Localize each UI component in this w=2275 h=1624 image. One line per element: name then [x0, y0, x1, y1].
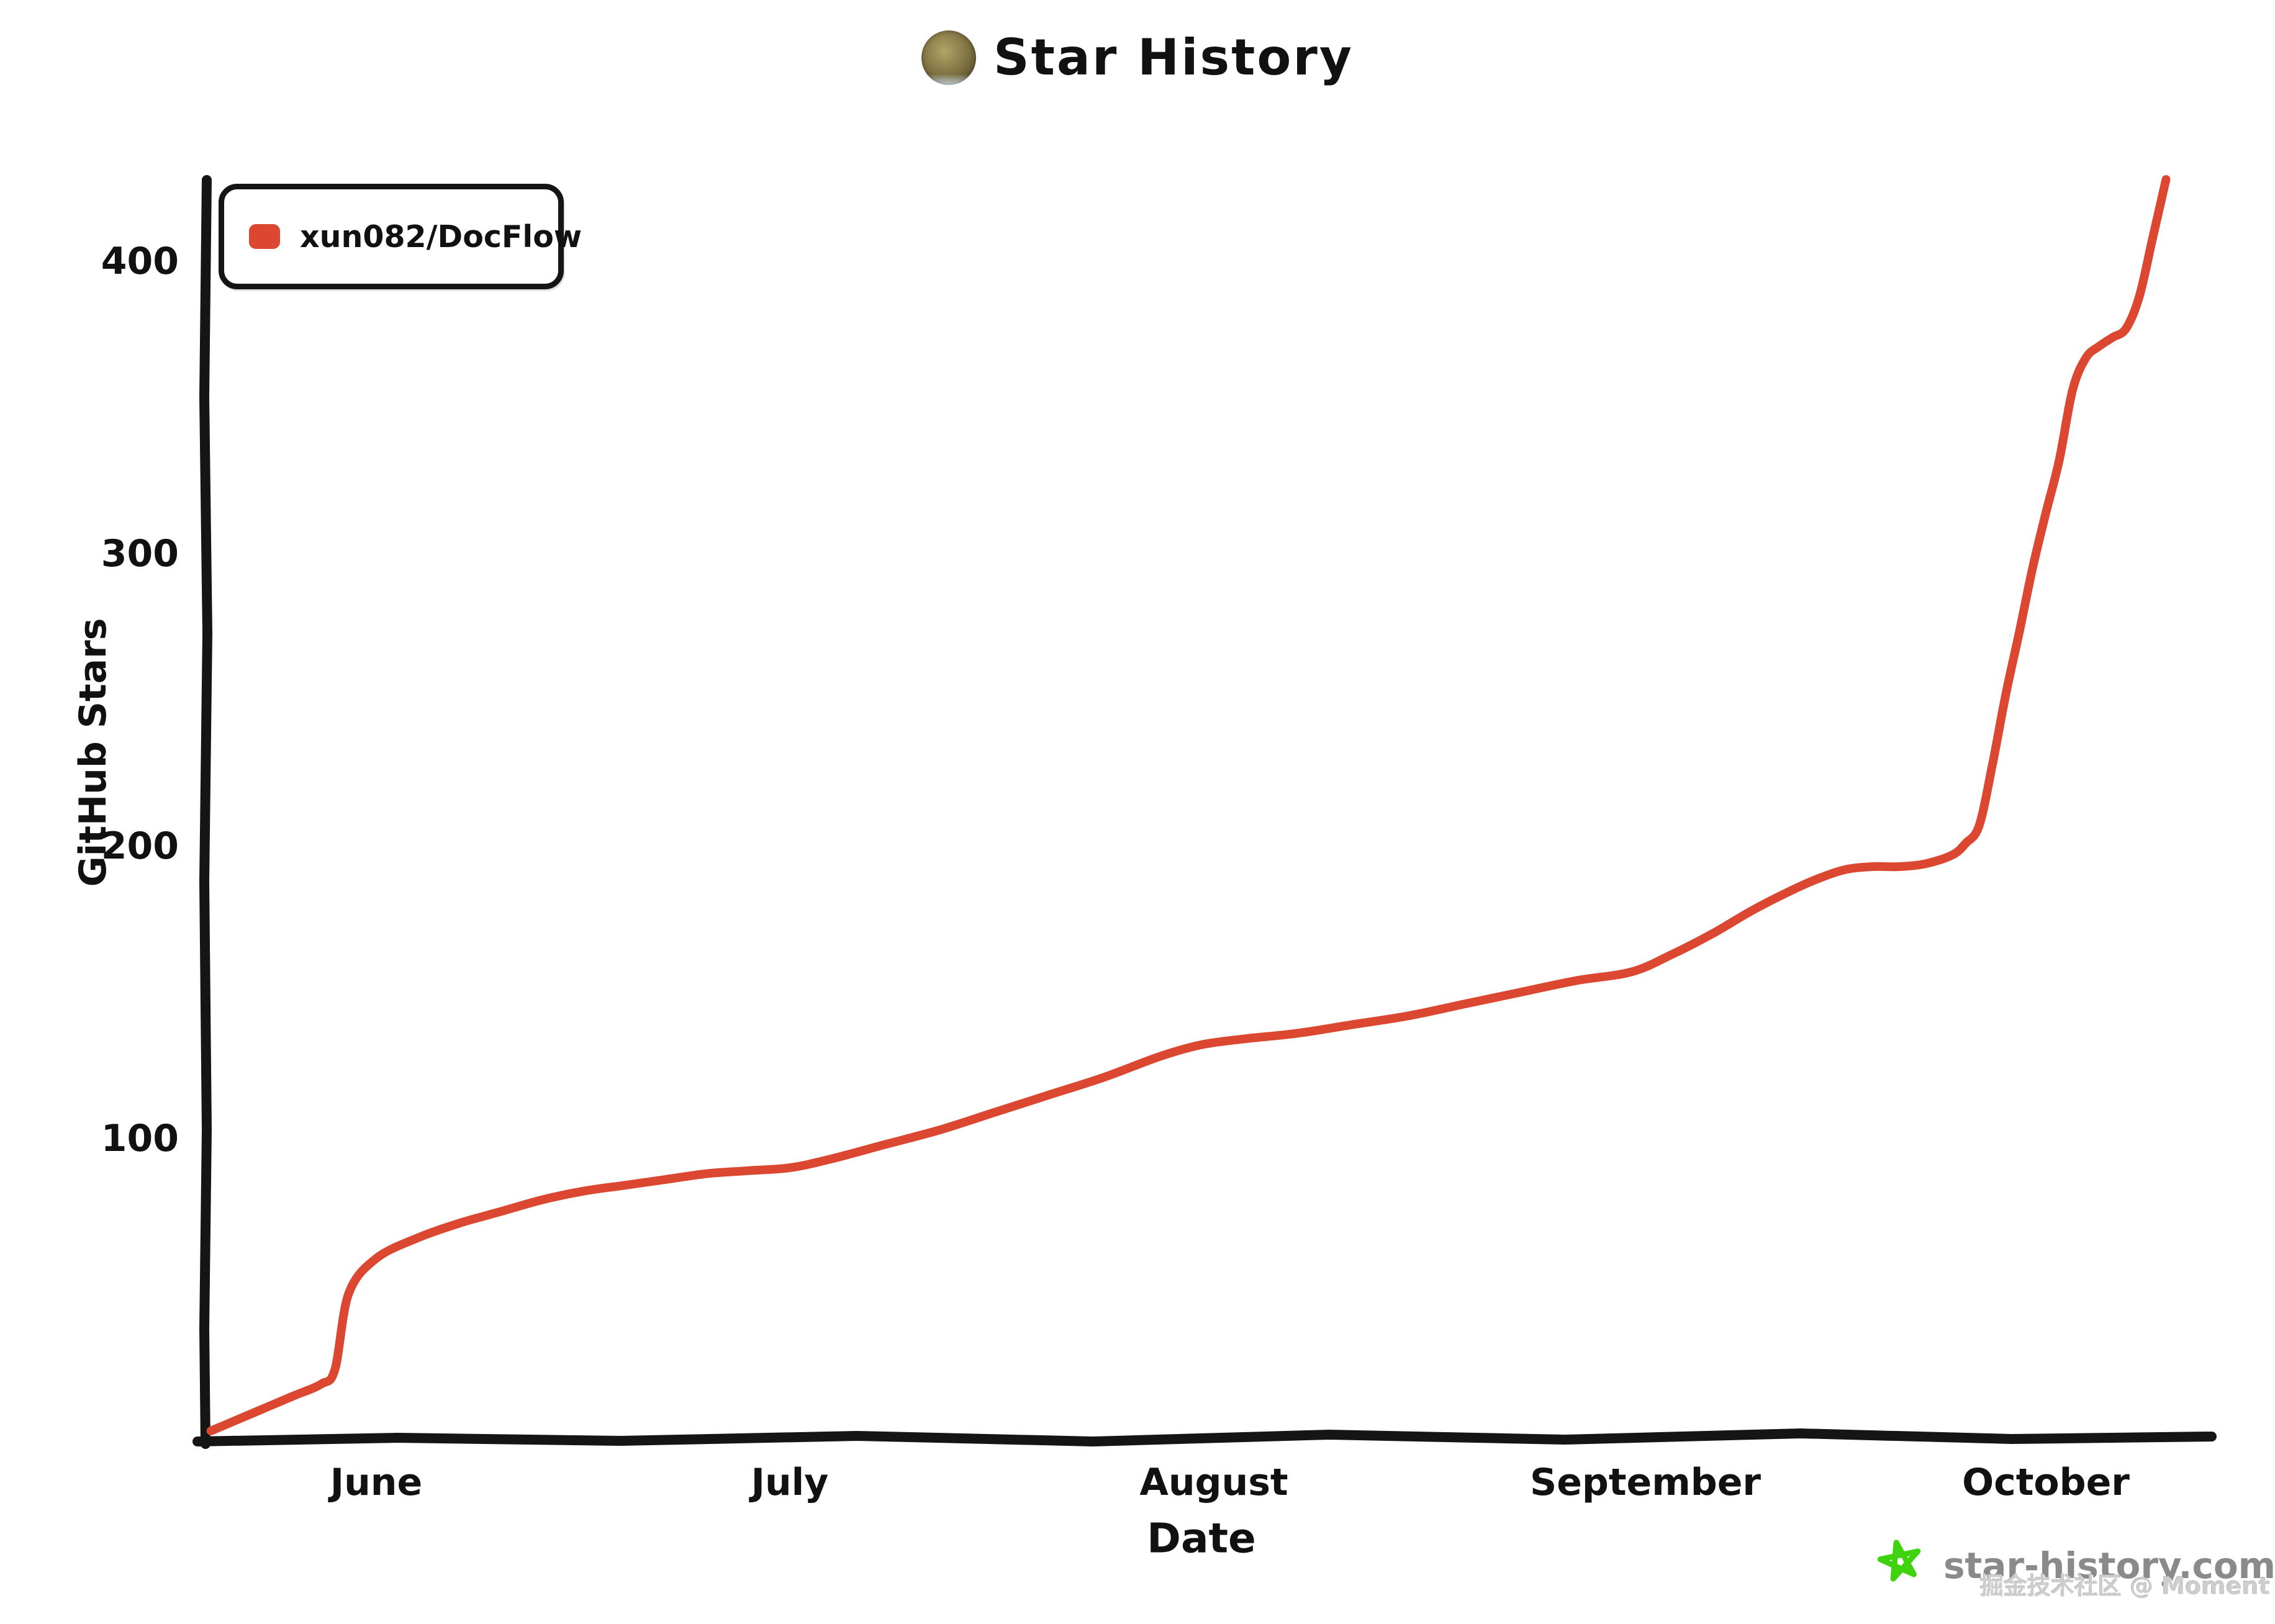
repo-avatar-icon: [921, 30, 977, 85]
y-tick-label: 200: [101, 824, 179, 868]
x-tick-label: September: [1530, 1461, 1761, 1504]
x-axis-line: [192, 1428, 2217, 1446]
x-tick-label: October: [1962, 1461, 2130, 1504]
green-star-icon: [1877, 1540, 1921, 1582]
x-axis-title: Date: [1147, 1514, 1256, 1563]
legend-series-label: xun082/DocFlow: [300, 219, 582, 255]
y-tick-label: 400: [101, 240, 179, 283]
site-link[interactable]: star-history.com: [1874, 1538, 2275, 1593]
y-axis-title: GitHub Stars: [71, 618, 115, 887]
watermark: 掘金技术社区 @ Moment: [1980, 1572, 2270, 1600]
chart-title: Star History: [993, 29, 1354, 86]
y-tick-label: 300: [101, 532, 179, 575]
legend: xun082/DocFlow: [219, 184, 582, 289]
y-axis-line: [199, 175, 212, 1449]
chart-title-row: Star History: [0, 29, 2275, 86]
series-line-xun082/DocFlow: [206, 175, 2171, 1435]
legend-marker-swatch: [249, 224, 280, 249]
x-tick-label: June: [328, 1461, 422, 1504]
x-tick-label: August: [1139, 1461, 1288, 1504]
y-tick-label: 100: [101, 1117, 179, 1160]
site-label: star-history.com: [1943, 1545, 2275, 1587]
x-tick-label: July: [749, 1461, 829, 1504]
